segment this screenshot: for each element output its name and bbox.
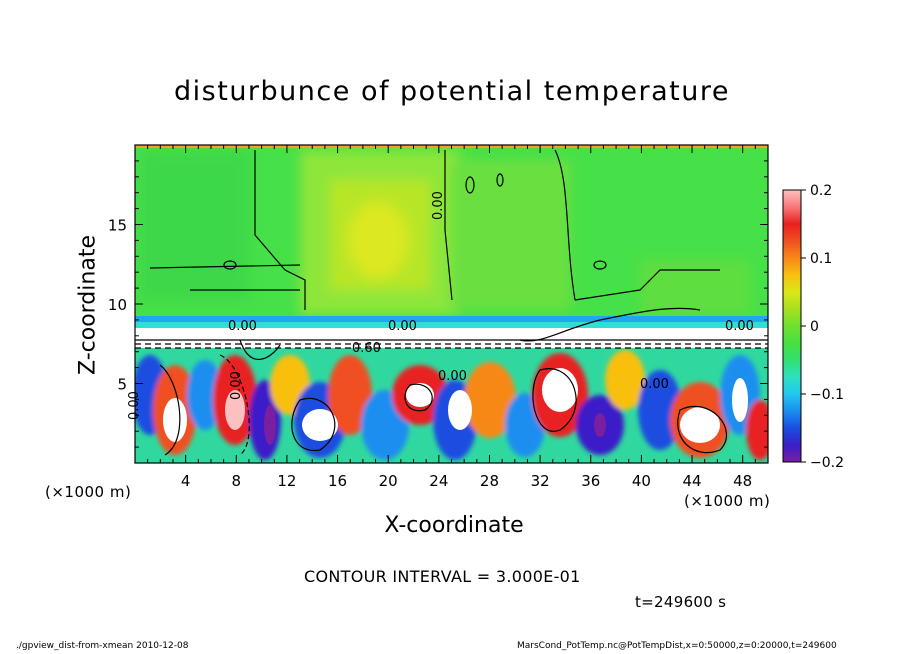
potential-temperature-field [135, 145, 768, 463]
footer-left-text: ./gpview_dist-from-xmean 2010-12-08 [16, 641, 189, 651]
contour-label: 0.00 [431, 191, 446, 220]
x-unit-label-right: (×1000 m) [684, 492, 771, 510]
colorbar-tick-label: 0.2 [810, 183, 832, 199]
colorbar-tick-label: 0 [810, 319, 819, 335]
y-tick-label: 10 [108, 296, 127, 314]
x-tick-label: 20 [379, 472, 398, 490]
upper-layer-shading [140, 150, 750, 315]
x-tick-label: 8 [232, 472, 242, 490]
time-stamp: t=249600 s [635, 593, 727, 611]
x-tick-label: 24 [429, 472, 448, 490]
lower-layer-cells [135, 350, 768, 460]
contour-label: 0.00 [388, 319, 417, 334]
white-band [135, 328, 768, 348]
x-tick-label: 32 [531, 472, 550, 490]
x-tick-label: 48 [733, 472, 752, 490]
x-unit-label-left: (×1000 m) [45, 483, 132, 501]
contour-label: 0.00 [127, 391, 142, 420]
contour-label: 0.00 [640, 377, 669, 392]
contour-label: 0.60 [352, 341, 381, 356]
x-axis-label: X-coordinate [384, 513, 524, 538]
x-tick-label: 12 [277, 472, 296, 490]
x-tick-label: 16 [328, 472, 347, 490]
colorbar-gradient [783, 190, 801, 462]
x-tick-label: 40 [632, 472, 651, 490]
contour-label: 0.00 [229, 371, 244, 400]
blue-band [135, 316, 768, 322]
y-tick-label: 15 [108, 217, 127, 235]
y-axis-label: Z-coordinate [75, 235, 101, 375]
contour-lines [135, 149, 768, 456]
colorbar-tick-label: −0.1 [810, 387, 844, 403]
colorbar-tick-label: −0.2 [810, 455, 844, 471]
x-tick-label: 44 [682, 472, 701, 490]
contour-label: 0.00 [438, 369, 467, 384]
x-tick-label: 36 [581, 472, 600, 490]
colorbar: 0.2 0.1 0 −0.1 −0.2 [782, 183, 844, 471]
contour-label: 0.00 [228, 319, 257, 334]
colorbar-tick-label: 0.1 [810, 251, 832, 267]
x-tick-label: 28 [480, 472, 499, 490]
y-tick-label: 5 [117, 376, 127, 394]
lower-layer-extremes [163, 368, 748, 445]
contour-label: 0.00 [725, 319, 754, 334]
footer-right-text: MarsCond_PotTemp.nc@PotTempDist,x=0:5000… [517, 641, 837, 651]
contour-interval-text: CONTOUR INTERVAL = 3.000E-01 [304, 567, 581, 586]
cyan-band [135, 322, 768, 328]
chart-title: disturbunce of potential temperature [174, 76, 730, 107]
x-tick-label: 4 [181, 472, 191, 490]
